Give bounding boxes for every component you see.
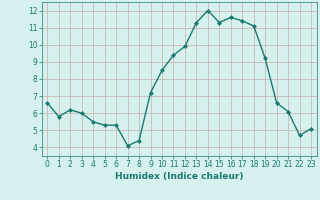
X-axis label: Humidex (Indice chaleur): Humidex (Indice chaleur) [115, 172, 244, 181]
